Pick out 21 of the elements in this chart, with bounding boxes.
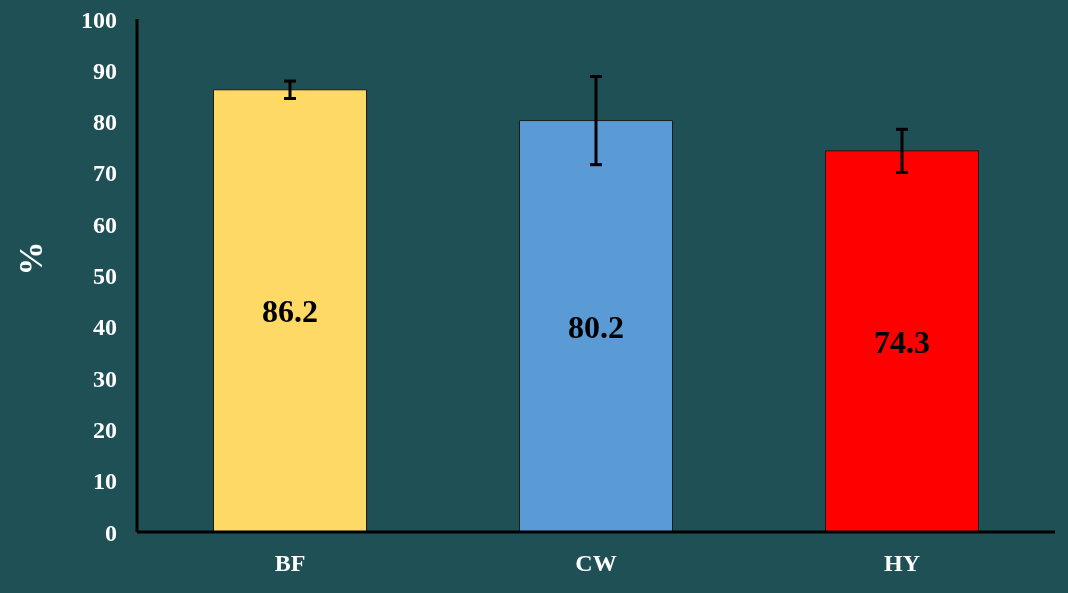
y-tick-label: 70 <box>93 160 117 187</box>
y-tick-label: 30 <box>93 365 117 392</box>
y-tick-label: 50 <box>93 263 117 290</box>
y-tick-label: 90 <box>93 57 117 84</box>
y-tick-label: 10 <box>93 468 117 495</box>
x-tick-label: CW <box>575 550 617 577</box>
x-tick-label: HY <box>884 550 920 577</box>
y-tick-label: 100 <box>81 6 117 33</box>
data-label: 80.2 <box>568 308 624 345</box>
data-label: 74.3 <box>874 323 930 360</box>
y-tick-label: 60 <box>93 211 117 238</box>
y-tick-label: 40 <box>93 314 117 341</box>
bar <box>519 120 673 532</box>
y-tick-label: 0 <box>105 519 117 546</box>
data-label: 86.2 <box>262 293 318 330</box>
y-axis-title: % <box>12 241 50 276</box>
y-tick-label: 20 <box>93 416 117 443</box>
x-tick-label: BF <box>274 550 306 577</box>
y-tick-label: 80 <box>93 109 117 136</box>
bar <box>825 150 979 532</box>
bar <box>213 89 367 532</box>
